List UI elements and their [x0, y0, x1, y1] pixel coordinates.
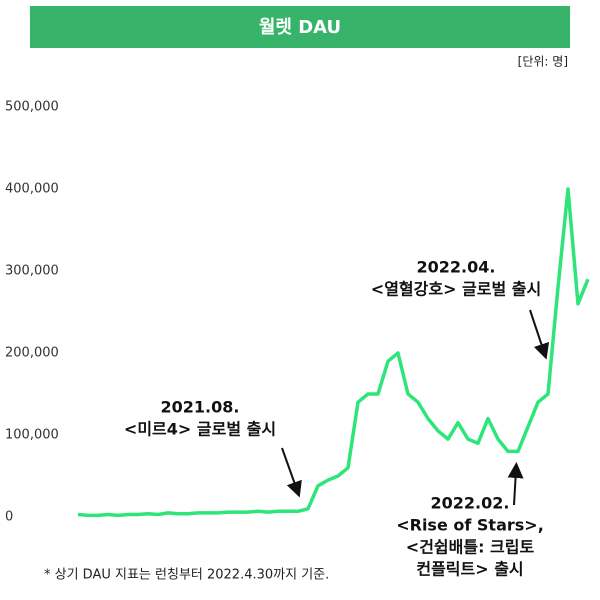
annotation: 2021.08. — [161, 398, 240, 417]
annotation: <건쉽배틀: 크립토 — [406, 538, 535, 557]
annotation: <미르4> 글로벌 출시 — [124, 420, 276, 439]
arrow — [281, 447, 302, 498]
y-tick-label: 200,000 — [5, 346, 59, 361]
annotation: <Rise of Stars>, — [396, 516, 544, 535]
annotation: 2022.02. — [431, 494, 510, 513]
y-tick-label: 500,000 — [5, 100, 59, 115]
arrow — [507, 462, 524, 506]
data-line — [77, 187, 590, 518]
y-tick-label: 400,000 — [5, 182, 59, 197]
title-bar — [30, 6, 570, 48]
arrow — [529, 309, 550, 360]
annotation: 컨플릭트> 출시 — [416, 560, 523, 579]
y-tick-label: 300,000 — [5, 264, 59, 279]
y-tick-label: 100,000 — [5, 428, 59, 443]
footnote: * 상기 DAU 지표는 런칭부터 2022.4.30까지 기준. — [44, 568, 329, 583]
y-tick-label: 0 — [5, 510, 13, 525]
unit-note: [단위: 명] — [518, 55, 568, 69]
chart-title: 월렛 DAU — [259, 17, 341, 38]
annotation: 2022.04. — [417, 258, 496, 277]
annotation: <열혈강호> 글로벌 출시 — [371, 280, 541, 299]
